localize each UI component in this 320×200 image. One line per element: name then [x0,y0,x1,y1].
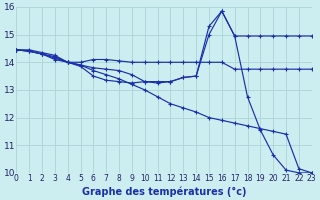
X-axis label: Graphe des températures (°c): Graphe des températures (°c) [82,186,246,197]
